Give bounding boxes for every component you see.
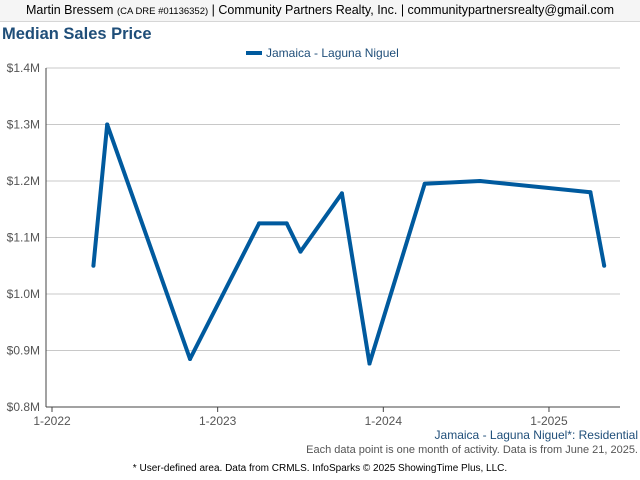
data-point xyxy=(367,361,372,366)
agent-name: Martin Bressem xyxy=(25,3,114,17)
chart-title: Median Sales Price xyxy=(2,25,152,43)
y-tick-label: $1.0M xyxy=(7,287,40,301)
footer-series-label: Jamaica - Laguna Niguel*: Residential xyxy=(434,428,638,442)
y-tick-label: $1.3M xyxy=(7,118,40,132)
legend-label: Jamaica - Laguna Niguel xyxy=(266,46,399,60)
data-point xyxy=(188,356,193,361)
y-tick-label: $1.1M xyxy=(7,231,40,245)
y-tick-label: $0.8M xyxy=(7,400,40,414)
legend-swatch xyxy=(246,50,262,55)
brokerage-info: | Community Partners Realty, Inc. | comm… xyxy=(211,3,615,17)
data-point xyxy=(105,122,110,127)
data-point xyxy=(91,263,96,268)
footer-note: Each data point is one month of activity… xyxy=(306,444,638,456)
data-point xyxy=(298,249,303,254)
y-tick-label: $0.9M xyxy=(7,344,40,358)
data-point xyxy=(602,263,607,268)
data-point xyxy=(339,191,344,196)
data-point xyxy=(257,221,262,226)
footer-source: * User-defined area. Data from CRMLS. In… xyxy=(132,463,508,474)
grid-layer xyxy=(46,67,620,351)
data-point xyxy=(477,179,482,183)
series-layer xyxy=(91,122,607,366)
x-tick-label: 1-2025 xyxy=(530,414,568,428)
series-line-0 xyxy=(91,122,607,366)
x-tick-label: 1-2023 xyxy=(199,414,237,428)
axis-layer: $0.8M $0.9M $1.0M $1.1M $1.2M $1.3M $1.4M 1-202… xyxy=(7,61,620,428)
header-bar: Martin Bressem (CA DRE #01136352) | Comm… xyxy=(0,0,640,22)
data-point xyxy=(588,190,593,195)
data-point xyxy=(284,221,289,226)
y-tick-label: $1.2M xyxy=(7,174,40,188)
y-tick-label: $1.4M xyxy=(7,61,40,75)
x-tick-label: 1-2024 xyxy=(365,414,403,428)
dre-number: (CA DRE #01136352) xyxy=(116,6,209,17)
data-point xyxy=(422,181,427,186)
x-tick-label: 1-2022 xyxy=(33,414,71,428)
chart-legend: Jamaica - Laguna Niguel xyxy=(246,46,399,62)
